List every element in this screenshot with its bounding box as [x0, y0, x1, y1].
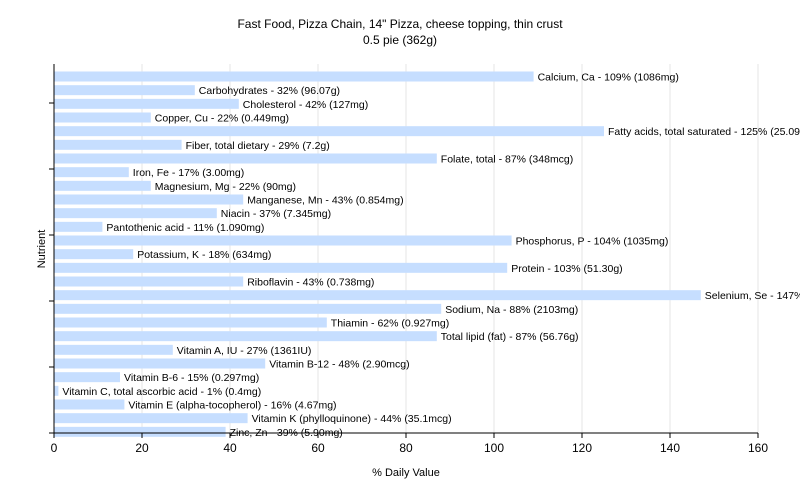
bar [54, 208, 217, 219]
bar-label: Pantothenic acid - 11% (1.090mg) [106, 222, 264, 234]
bar [54, 221, 103, 232]
bar [54, 180, 151, 191]
bar-label: Carbohydrates - 32% (96.07g) [199, 85, 340, 97]
bar-label: Manganese, Mn - 43% (0.854mg) [247, 195, 403, 207]
bar-label: Folate, total - 87% (348mcg) [441, 154, 573, 166]
bar [54, 262, 508, 273]
bar-label: Niacin - 37% (7.345mg) [221, 208, 331, 220]
bar-label: Total lipid (fat) - 87% (56.76g) [441, 331, 579, 343]
bar-label: Selenium, Se - 147% (102.8mcg) [705, 290, 800, 302]
bar [54, 153, 437, 164]
bar-label: Potassium, K - 18% (634mg) [137, 249, 271, 261]
bar-label: Vitamin A, IU - 27% (1361IU) [177, 345, 312, 357]
x-axis-title: % Daily Value [372, 467, 440, 479]
bar [54, 413, 248, 424]
bars: Calcium, Ca - 109% (1086mg) Carbohydrates… [54, 71, 800, 439]
bar [54, 358, 266, 369]
x-tick-label: 80 [399, 441, 413, 455]
bar-label: Vitamin E (alpha-tocopherol) - 16% (4.67… [128, 400, 336, 412]
x-tick-label: 40 [223, 441, 237, 455]
bar [54, 85, 195, 96]
bar [54, 372, 120, 383]
x-tick-label: 20 [135, 441, 149, 455]
bar [54, 249, 134, 260]
bar-label: Copper, Cu - 22% (0.449mg) [155, 113, 289, 125]
x-tick-label: 0 [51, 441, 58, 455]
bar-label: Vitamin C, total ascorbic acid - 1% (0.4… [62, 386, 261, 398]
x-tick-label: 160 [748, 441, 768, 455]
y-axis-title: Nutrient [36, 230, 48, 269]
bar [54, 112, 151, 123]
gridlines [141, 64, 759, 433]
bar-label: Calcium, Ca - 109% (1086mg) [538, 72, 679, 84]
chart-subtitle: 0.5 pie (362g) [362, 33, 438, 47]
chart-title: Fast Food, Pizza Chain, 14" Pizza, chees… [237, 17, 563, 31]
bar [54, 399, 125, 410]
bar-label: Protein - 103% (51.30g) [511, 263, 622, 275]
x-tick-label: 100 [484, 441, 504, 455]
bar [54, 194, 244, 205]
bar-label: Vitamin B-12 - 48% (2.90mcg) [269, 359, 409, 371]
bar [54, 167, 129, 178]
bar-label: Vitamin K (phylloquinone) - 44% (35.1mcg… [252, 413, 452, 425]
bar [54, 71, 534, 82]
x-tick-label: 140 [660, 441, 680, 455]
bar [54, 139, 182, 150]
bar [54, 331, 437, 342]
bar-label: Magnesium, Mg - 22% (90mg) [155, 181, 296, 193]
bar-label: Phosphorus, P - 104% (1035mg) [516, 236, 669, 248]
bar-label: Sodium, Na - 88% (2103mg) [445, 304, 578, 316]
bar-label: Riboflavin - 43% (0.738mg) [247, 277, 374, 289]
axes: 0 20 40 60 80 100 120 140 160 [49, 64, 768, 455]
bar [54, 303, 442, 314]
bar-label: Thiamin - 62% (0.927mg) [331, 318, 449, 330]
bar [54, 126, 604, 137]
bar-label: Iron, Fe - 17% (3.00mg) [133, 167, 244, 179]
bar [54, 426, 226, 437]
bar [54, 290, 701, 301]
bar [54, 98, 239, 109]
bar-label: Vitamin B-6 - 15% (0.297mg) [124, 372, 259, 384]
x-tick-label: 60 [311, 441, 325, 455]
bar-label: Fiber, total dietary - 29% (7.2g) [186, 140, 330, 152]
bar-label: Cholesterol - 42% (127mg) [243, 99, 368, 111]
bar [54, 276, 244, 287]
bar [54, 385, 59, 396]
bar [54, 235, 512, 246]
bar [54, 344, 173, 355]
bar-label: Fatty acids, total saturated - 125% (25.… [608, 126, 800, 138]
x-tick-label: 120 [572, 441, 592, 455]
bar [54, 317, 327, 328]
